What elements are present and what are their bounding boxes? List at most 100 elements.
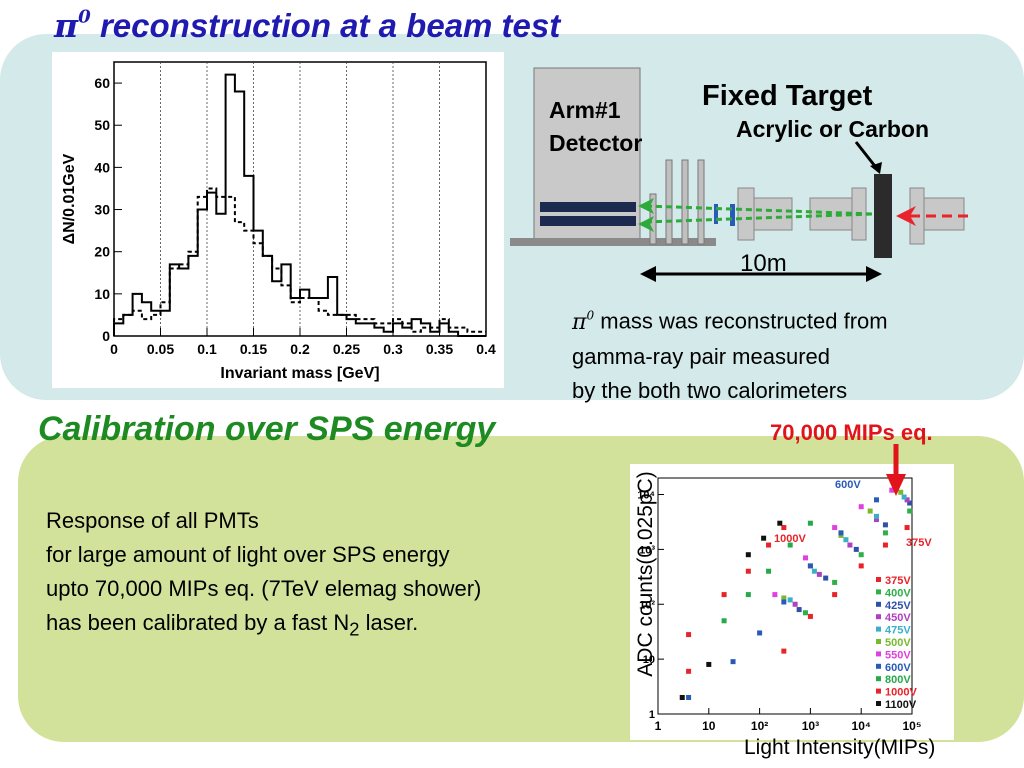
adc-point: [889, 487, 895, 493]
adc-point: [807, 613, 813, 619]
distance-label: 10m: [740, 250, 787, 277]
adc-x-tick-label: 10: [702, 719, 716, 733]
adc-point: [811, 568, 817, 574]
adc-legend-marker: [876, 663, 881, 669]
adc-point: [816, 571, 822, 577]
detector-base-rail: [510, 238, 716, 246]
gamma-arrow-head-1: [638, 198, 654, 214]
adc-point: [904, 525, 910, 531]
histogram-y-axis-label: ΔN/0.01GeV: [61, 153, 78, 244]
gamma-arrow-head-2: [638, 216, 654, 232]
adc-legend-label: 800V: [885, 674, 911, 686]
adc-legend-label: 500V: [885, 637, 911, 649]
adc-point: [679, 694, 685, 700]
arm1-detector-label: Arm#1 Detector: [549, 97, 643, 156]
adc-y-axis-label: ADC counts(0.025pC): [634, 471, 657, 677]
slide-title-pi0: π0 reconstruction at a beam test: [54, 6, 561, 45]
adc-legend-marker: [876, 626, 881, 632]
response-description: Response of all PMTs for large amount of…: [46, 508, 482, 640]
adc-point: [766, 542, 772, 548]
adc-y-tick-label: 1: [649, 709, 655, 721]
adc-point: [787, 597, 793, 603]
adc-point: [686, 694, 692, 700]
histogram-y-tick-label: 10: [94, 286, 110, 302]
adc-point: [832, 579, 838, 585]
histogram-y-tick-label: 60: [94, 75, 110, 91]
adc-y-tick-label: 10³: [639, 544, 655, 556]
adc-point: [901, 494, 907, 500]
adc-legend-marker: [876, 614, 881, 620]
adc-point: [796, 607, 802, 613]
adc-legend-marker: [876, 601, 881, 607]
plate-2: [665, 159, 673, 245]
histogram-y-tick-label: 30: [94, 202, 110, 218]
adc-legend-label: 600V: [885, 662, 911, 674]
plate-4: [697, 159, 705, 245]
histogram-x-tick-label: 0.05: [147, 341, 174, 357]
histogram-x-axis-label: Invariant mass [GeV]: [220, 365, 379, 382]
adc-point: [761, 535, 767, 541]
histogram-x-tick-label: 0.35: [426, 341, 453, 357]
adc-legend-marker: [876, 577, 881, 582]
adc-legend-marker: [876, 688, 881, 694]
adc-x-tick-label: 1: [655, 719, 662, 733]
adc-point: [873, 497, 879, 503]
adc-point: [745, 592, 751, 598]
beam-pipe-1: [753, 197, 793, 231]
adc-point: [907, 508, 913, 514]
adc-point: [807, 563, 813, 569]
target-material-label: Acrylic or Carbon: [736, 116, 929, 142]
histogram-x-tick-label: 0.1: [197, 341, 217, 357]
distance-arrow-right: [866, 266, 882, 282]
adc-point: [730, 659, 736, 665]
distance-arrow-left: [640, 266, 656, 282]
adc-point: [882, 522, 888, 528]
adc-legend-label: 425V: [885, 600, 911, 612]
histogram-y-tick-label: 50: [94, 117, 110, 133]
adc-point: [802, 555, 808, 561]
adc-y-tick-label: 10⁴: [637, 490, 655, 502]
histogram-x-tick-label: 0.2: [290, 341, 310, 357]
adc-point: [745, 552, 751, 558]
adc-point: [907, 500, 913, 506]
mip-arrow-icon: [886, 444, 906, 496]
histogram-x-tick-label: 0: [110, 341, 118, 357]
adc-point: [838, 532, 844, 538]
adc-point: [772, 592, 778, 598]
adc-point: [792, 601, 798, 607]
adc-point: [781, 648, 787, 654]
adc-annotation-600v: 600V: [835, 479, 861, 491]
adc-point: [766, 568, 772, 574]
adc-legend-marker: [876, 589, 881, 595]
adc-point: [873, 513, 879, 519]
adc-legend-label: 1000V: [885, 687, 917, 699]
adc-point: [882, 542, 888, 548]
adc-point: [843, 537, 849, 543]
adc-legend-label: 400V: [885, 587, 911, 599]
adc-legend-marker: [876, 639, 881, 644]
histogram-series-dashed: [113, 187, 486, 336]
adc-point: [781, 595, 787, 601]
adc-point: [873, 517, 879, 523]
adc-legend-label: 475V: [885, 625, 911, 637]
adc-legend-label: 375V: [885, 575, 911, 587]
mip-annotation: 70,000 MIPs eq.: [770, 420, 933, 445]
pi0-caption: π0 mass was reconstructed from gamma-ray…: [572, 308, 888, 403]
slide-title-calibration: Calibration over SPS energy: [38, 410, 496, 448]
beam-pipe-3: [923, 197, 965, 231]
adc-point: [781, 525, 787, 531]
adc-annotation-1000v: 1000V: [774, 533, 806, 545]
adc-point: [745, 568, 751, 574]
gamma-ray-path-2: [645, 212, 873, 224]
detector-bar-bottom: [540, 216, 636, 226]
histogram-y-tick-label: 40: [94, 159, 110, 175]
adc-point: [686, 632, 692, 638]
fixed-target-block: [874, 174, 892, 258]
adc-point: [858, 563, 864, 569]
adc-x-tick-label: 10³: [802, 719, 819, 733]
gamma-ray-path-1: [645, 204, 873, 216]
adc-point: [721, 618, 727, 624]
adc-point: [757, 630, 763, 636]
adc-plot-svg: 1 10 10² 10³ 10⁴ 10⁵ 1 10 10² 10³ 10⁴ 600V 1000V 375V…: [637, 477, 932, 733]
adc-point: [807, 520, 813, 526]
